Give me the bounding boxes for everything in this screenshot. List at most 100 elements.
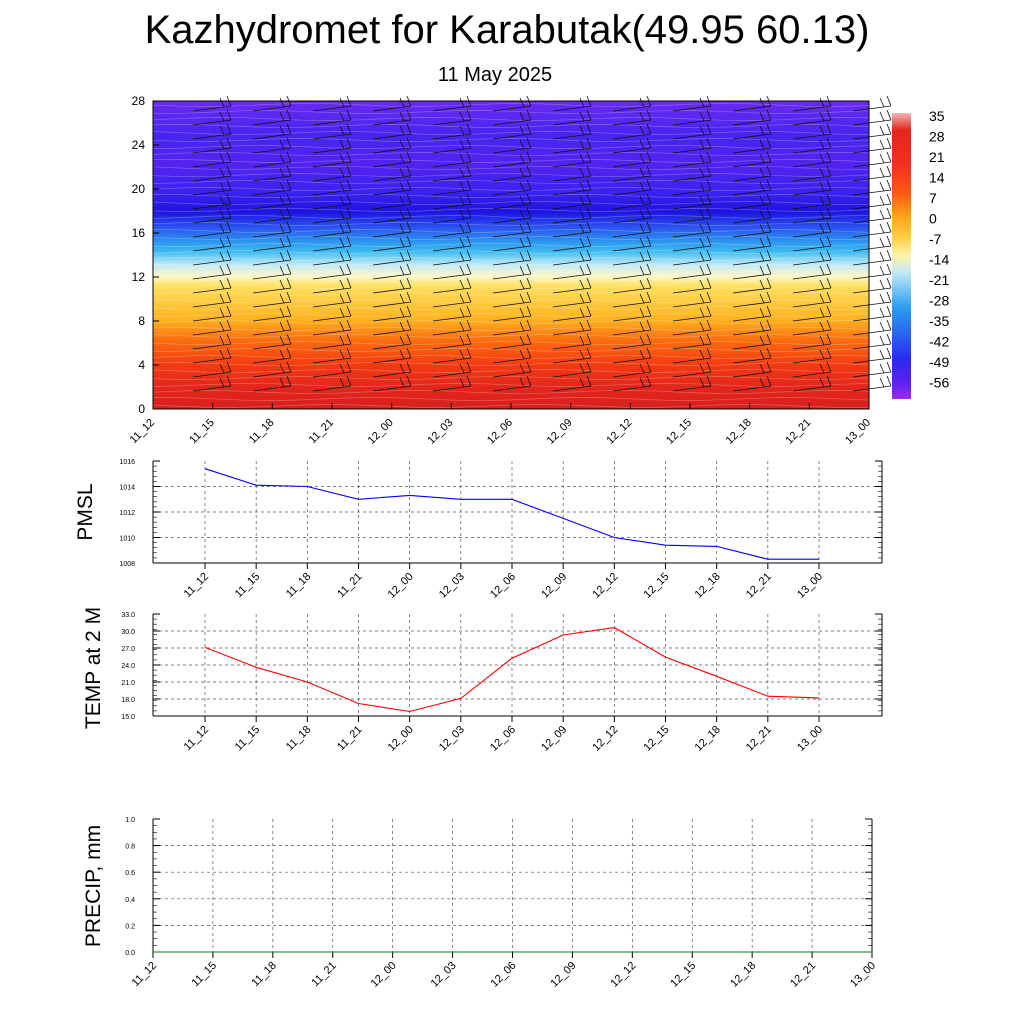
wind-barb [732,361,772,378]
wind-barb [252,137,292,154]
isoline [152,145,870,149]
wind-barb [432,109,472,126]
wind-barb [552,249,592,266]
pmsl-panel: 1008 1010 1012 1014 1016 11_12 11_15 11_18 11_21… [74,459,883,601]
wind-barb [432,151,472,168]
wind-barb [192,305,232,322]
wind-barb [612,123,652,140]
wind-barb [252,235,292,252]
wind-barb [792,207,832,224]
wind-barb [792,305,832,322]
y-tick-label: 12 [132,270,146,284]
colorbar-label: -42 [929,334,949,350]
wind-barb [612,347,652,364]
colorbar-label: -56 [929,375,949,391]
colorbar-label: 14 [929,170,945,186]
wind-barb [372,235,412,252]
wind-barb [852,123,892,140]
wind-barb [312,333,352,350]
colorbar-label: 7 [929,190,937,206]
y-tick-label: 0.0 [125,950,135,957]
wind-barb [852,333,892,350]
y-tick-label: 1016 [119,459,135,466]
x-tick-label: 11_15 [233,724,263,754]
wind-barb [492,137,532,154]
wind-barb [672,207,712,224]
wind-barb [732,319,772,336]
wind-barb [852,179,892,196]
wind-barb [312,151,352,168]
y-tick-label: 4 [138,358,145,372]
wind-barb [672,291,712,308]
wind-barb [312,235,352,252]
wind-barb [612,235,652,252]
y-tick-label: 0.8 [125,844,135,851]
wind-barb [732,263,772,280]
wind-barb [252,207,292,224]
x-tick-label: 12_09 [539,571,569,601]
wind-barb [792,109,832,126]
y-tick-label: 21.0 [121,680,135,687]
wind-barb [312,193,352,210]
wind-barb [192,151,232,168]
wind-barb [432,207,472,224]
x-tick-label: 11_12 [128,417,158,447]
wind-barb [612,375,652,392]
x-tick-label: 12_18 [693,724,723,754]
colorbar-label: 21 [929,149,945,165]
wind-barbs [192,95,892,392]
x-tick-label: 12_12 [604,417,634,447]
wind-barb [852,347,892,364]
isoline [152,173,870,177]
wind-barb [672,347,712,364]
wind-barb [792,277,832,294]
wind-barb [432,137,472,154]
wind-barb [252,165,292,182]
colorbar-gradient [892,113,911,399]
y-tick-label: 1012 [119,510,135,517]
wind-barb [372,221,412,238]
isoline [152,264,870,268]
wind-barb [672,109,712,126]
wind-barb [492,361,532,378]
wind-barb [792,249,832,266]
wind-barb [552,193,592,210]
x-tick-label: 12_09 [545,417,575,447]
wind-barb [492,319,532,336]
wind-barb [492,109,532,126]
wind-barb [732,151,772,168]
wind-barb [252,347,292,364]
wind-barb [192,277,232,294]
y-tick-label: 1014 [119,485,135,492]
wind-barb [192,361,232,378]
wind-barb [552,347,592,364]
wind-barb [732,249,772,266]
wind-barb [492,207,532,224]
wind-barb [192,249,232,266]
x-tick-label: 12_06 [488,724,518,754]
x-tick-label: 12_00 [366,417,396,447]
wind-barb [792,291,832,308]
wind-barb [732,375,772,392]
wind-barb [492,291,532,308]
wind-barb [312,277,352,294]
colorbar: 35 28 21 14 7 0 -7 -14 -21 -28 -35 -42 -49 -56 [892,108,949,399]
wind-barb [552,305,592,322]
wind-barb [432,179,472,196]
colorbar-label: 0 [929,211,937,227]
y-tick-label: 24.0 [121,663,135,670]
wind-barb [852,151,892,168]
wind-barb [312,361,352,378]
isoline [152,250,870,254]
wind-barb [432,361,472,378]
wind-barb [672,333,712,350]
wind-barb [372,193,412,210]
wind-barb [192,235,232,252]
wind-barb [432,291,472,308]
wind-barb [792,179,832,196]
x-tick-label: 12_15 [664,417,694,447]
wind-barb [852,193,892,210]
wind-barb [252,221,292,238]
x-tick-label: 12_15 [642,571,672,601]
wind-barb [552,221,592,238]
